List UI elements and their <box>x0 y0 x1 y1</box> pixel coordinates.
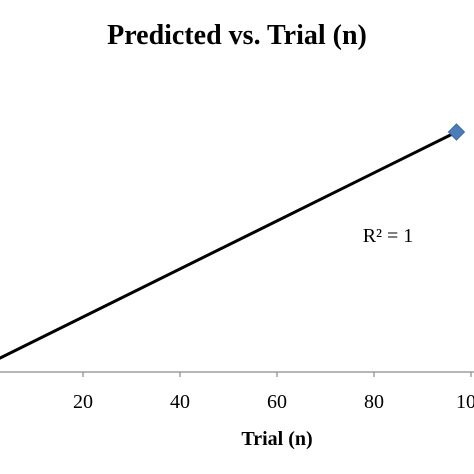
trendline <box>0 130 458 360</box>
x-axis-tick-labels: 20 40 60 80 100 <box>73 391 474 413</box>
x-tick-label: 100 <box>456 391 474 413</box>
marker-layer <box>447 123 466 141</box>
x-tick-label: 80 <box>364 391 384 413</box>
x-axis-title: Trial (n) <box>241 428 312 450</box>
trendline-layer <box>0 130 458 360</box>
chart-title: Predicted vs. Trial (n) <box>107 20 367 51</box>
x-tick-label: 40 <box>170 391 190 413</box>
x-tick-label: 60 <box>267 391 287 413</box>
data-point <box>447 123 466 141</box>
x-axis-ticks <box>82 372 472 377</box>
x-tick-label: 20 <box>73 391 93 413</box>
r-squared-annotation: R² = 1 <box>363 225 414 247</box>
